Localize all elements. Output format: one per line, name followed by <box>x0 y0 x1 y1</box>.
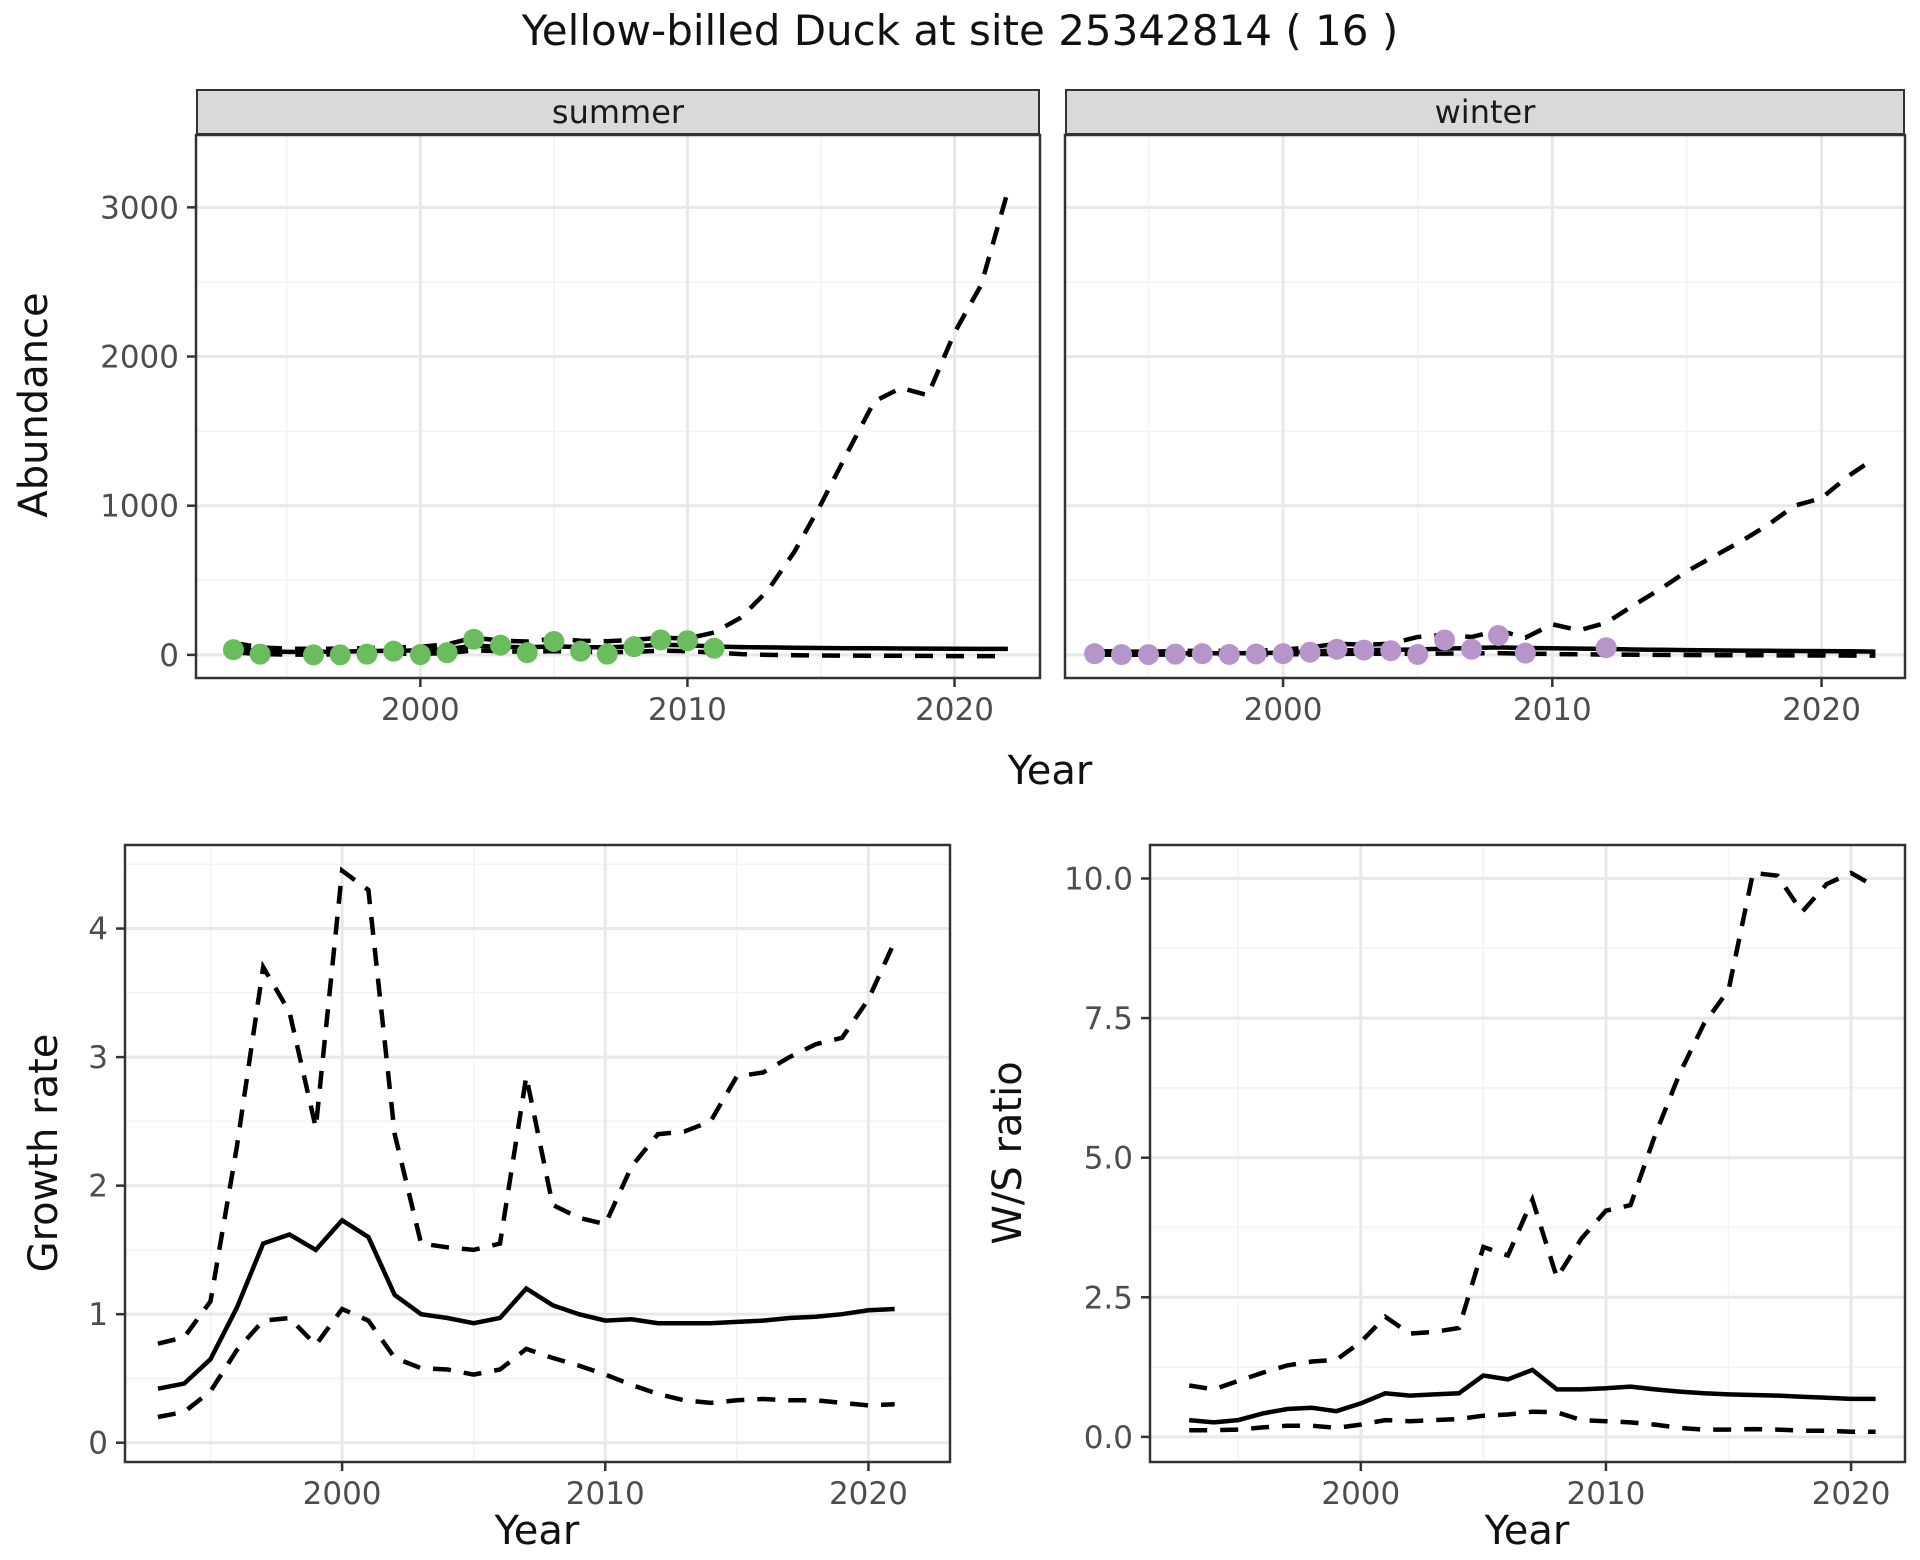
data-point <box>383 640 405 662</box>
panel-border <box>1148 843 1907 1464</box>
panel-background <box>196 135 1040 678</box>
facet-strip-summer: summer <box>196 89 1040 135</box>
data-point <box>1272 643 1294 665</box>
series-lower-ci-line <box>157 1306 895 1420</box>
data-point <box>409 644 431 666</box>
series-median-line <box>157 1217 895 1391</box>
data-point <box>356 643 378 665</box>
facet-strip-winter-label: winter <box>1434 93 1536 131</box>
y-tick-label: 0.0 <box>1084 1420 1133 1456</box>
x-tick-label: 2000 <box>1321 1476 1400 1512</box>
data-point <box>1407 643 1429 665</box>
panel-growth-rate: 2000 2010 2020 0 1 2 3 4 <box>88 843 952 1512</box>
data-point <box>1191 643 1213 665</box>
data-point <box>703 637 725 659</box>
data-point <box>1514 642 1536 664</box>
data-point <box>1380 640 1402 662</box>
panel-border <box>1063 133 1907 680</box>
data-point <box>222 639 244 661</box>
panel-border <box>123 843 952 1464</box>
data-point <box>489 634 511 656</box>
y-tick-label: 10.0 <box>1064 862 1133 898</box>
data-point <box>1434 629 1456 651</box>
x-tick-label: 2020 <box>915 692 994 728</box>
data-point <box>676 630 698 652</box>
panel-ws-ratio: 2000 2010 2020 0.0 2.5 5.0 7.5 10.0 <box>1064 843 1907 1512</box>
series-upper-ci-line <box>157 866 897 1346</box>
series-upper-ci-line <box>1188 870 1877 1392</box>
x-tick-label: 2000 <box>1244 692 1323 728</box>
x-tick-label: 2020 <box>1812 1476 1891 1512</box>
data-point <box>1164 643 1186 665</box>
chart-title: Yellow-billed Duck at site 25342814 ( 16… <box>521 6 1399 55</box>
series-median-line <box>1188 1367 1876 1425</box>
facet-strip-winter: winter <box>1065 89 1905 135</box>
x-tick-label: 2010 <box>1513 692 1592 728</box>
y-tick-label: 0 <box>88 1426 108 1462</box>
y-tick-label: 3 <box>88 1040 108 1076</box>
panel-background <box>1065 135 1905 678</box>
data-point <box>329 644 351 666</box>
panel-border <box>194 133 1042 680</box>
data-point <box>1487 624 1509 646</box>
data-point <box>1461 638 1483 660</box>
panel-background <box>125 845 950 1462</box>
x-tick-label: 2020 <box>1782 692 1861 728</box>
y-tick-label: 7.5 <box>1084 1001 1133 1037</box>
x-axis-title-ws: Year <box>1484 1508 1570 1554</box>
data-point <box>463 628 485 650</box>
y-axis-title-growth: Growth rate <box>21 1033 67 1273</box>
series-observed-points <box>1084 624 1617 666</box>
series-lower-ci-line <box>1189 1409 1876 1435</box>
data-point <box>1084 643 1106 665</box>
x-axis-title-top: Year <box>1007 748 1093 794</box>
x-tick-label: 2020 <box>829 1476 908 1512</box>
x-tick-label: 2010 <box>1566 1476 1645 1512</box>
y-tick-label: 2000 <box>100 340 179 376</box>
data-point <box>1218 643 1240 665</box>
data-point <box>436 642 458 664</box>
data-point <box>1326 638 1348 660</box>
y-tick-label: 2.5 <box>1084 1280 1133 1316</box>
data-point <box>1245 643 1267 665</box>
y-tick-label: 4 <box>88 912 108 948</box>
data-point <box>1137 644 1159 666</box>
y-tick-label: 2 <box>88 1169 108 1205</box>
x-axis-title-growth: Year <box>494 1508 580 1554</box>
y-tick-label: 3000 <box>100 190 179 226</box>
y-tick-label: 1000 <box>100 489 179 525</box>
data-point <box>623 636 645 658</box>
x-tick-label: 2000 <box>303 1476 382 1512</box>
y-tick-label: 1 <box>88 1297 108 1333</box>
data-point <box>1353 639 1375 661</box>
series-lower-ci-line <box>1094 650 1876 658</box>
data-point <box>570 640 592 662</box>
data-point <box>249 643 271 665</box>
data-point <box>516 642 538 664</box>
data-point <box>596 643 618 665</box>
y-axis-title-ws: W/S ratio <box>985 1061 1031 1245</box>
data-point <box>543 630 565 652</box>
x-tick-label: 2010 <box>566 1476 645 1512</box>
x-tick-label: 2000 <box>381 692 460 728</box>
data-point <box>303 644 325 666</box>
series-observed-points <box>222 628 725 666</box>
facet-strip-summer-label: summer <box>551 93 685 131</box>
y-tick-label: 0 <box>159 638 179 674</box>
panel-abundance-winter: 2000 2010 2020 <box>1063 133 1907 728</box>
panel-abundance-summer: 2000 2010 2020 0 1000 2000 3000 <box>100 133 1042 728</box>
data-point <box>1595 637 1617 659</box>
data-point <box>1111 644 1133 666</box>
y-axis-title-abundance: Abundance <box>11 292 57 518</box>
data-point <box>650 629 672 651</box>
x-tick-label: 2010 <box>648 692 727 728</box>
data-point <box>1299 641 1321 663</box>
y-tick-label: 5.0 <box>1084 1141 1133 1177</box>
